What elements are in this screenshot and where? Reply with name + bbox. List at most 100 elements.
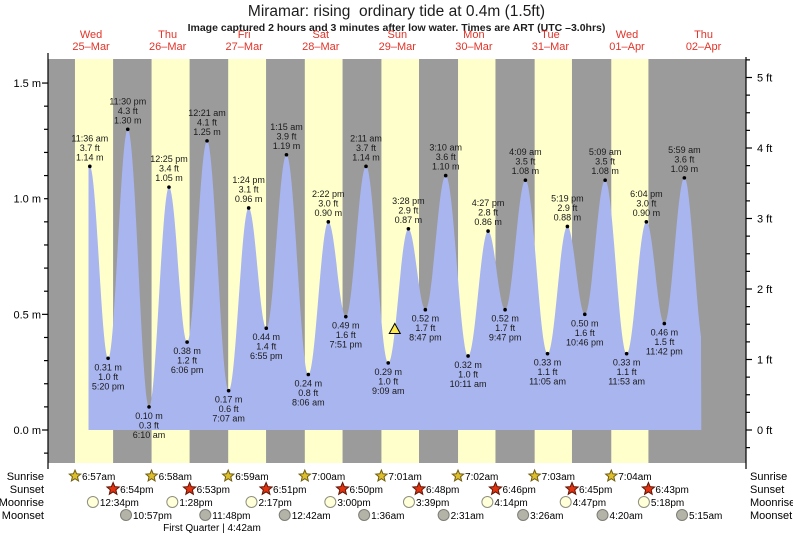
high-tide-annotation: 3.7 ft [80, 143, 101, 153]
high-tide-annotation: 1:15 am [270, 122, 303, 132]
low-tide-annotation: 0.10 m [135, 411, 163, 421]
low-tide-annotation: 1.0 ft [98, 372, 119, 382]
day-date-label: 29–Mar [379, 41, 417, 53]
tide-event-dot [486, 229, 490, 233]
astro-event-time: 3:26am [530, 511, 563, 522]
astro-event-time: 6:48pm [426, 485, 459, 496]
sunrise-star-icon [297, 468, 312, 482]
high-tide-annotation: 4.1 ft [197, 117, 218, 127]
astro-row-label-left: Sunrise [7, 471, 44, 483]
low-tide-annotation: 1.4 ft [256, 342, 277, 352]
high-tide-annotation: 4:27 pm [472, 198, 505, 208]
high-tide-annotation: 2.9 ft [398, 205, 419, 215]
right-axis-label: 0 ft [757, 425, 772, 437]
low-tide-annotation: 8:06 am [292, 397, 325, 407]
tide-event-dot [624, 351, 629, 356]
low-tide-annotation: 0.3 ft [139, 420, 160, 430]
astro-event-time: 7:04am [618, 472, 651, 483]
tide-event-dot [306, 372, 311, 377]
low-tide-annotation: 1.7 ft [415, 323, 436, 333]
high-tide-annotation: 3.0 ft [318, 198, 339, 208]
tide-event-dot [226, 388, 231, 393]
astro-event-time: 5:18pm [651, 498, 684, 509]
day-name-label: Wed [80, 29, 102, 41]
low-tide-annotation: 0.8 ft [298, 388, 319, 398]
chart-title: Miramar: rising ordinary tide at 0.4m (1… [247, 3, 546, 20]
astro-row-label-right: Sunrise [750, 471, 787, 483]
tide-event-dot [344, 314, 348, 319]
sunset-star-icon [335, 481, 350, 496]
high-tide-annotation: 3.1 ft [239, 184, 260, 194]
moonrise-icon [86, 496, 99, 508]
moonset-icon [517, 509, 530, 521]
moonset-icon [278, 509, 291, 521]
sunset-star-icon [564, 481, 580, 496]
moon-phase-note: First Quarter | 4:42am [163, 523, 261, 534]
astro-row-sunset: Sunset Sunset 6:54pm 6:53pm 6:51pm 6:50pm 6:48… [10, 481, 784, 496]
moonrise-icon [324, 496, 337, 508]
day-labels: Wed25–MarThu26–MarFri27–MarSat28–MarSun2… [72, 29, 721, 53]
low-tide-annotation: 0.52 m [491, 314, 519, 324]
day-name-label: Thu [158, 29, 177, 41]
high-tide-annotation: 11:36 am [71, 133, 108, 143]
day-name-label: Mon [463, 29, 484, 41]
tide-event-dot [205, 139, 209, 143]
tide-event-dot [582, 312, 587, 317]
astro-event-time: 2:17pm [258, 498, 291, 509]
moonrise-icon [166, 496, 179, 508]
astro-event-time: 3:00pm [337, 498, 370, 509]
low-tide-annotation: 1.7 ft [495, 323, 516, 333]
astro-event-time: 4:47pm [573, 498, 606, 509]
low-tide-annotation: 1.6 ft [575, 328, 596, 338]
low-tide-annotation: 11:05 am [529, 377, 566, 387]
right-axis-label: 4 ft [757, 143, 772, 155]
high-tide-annotation: 1.10 m [432, 162, 460, 172]
axes [42, 53, 752, 469]
high-tide-annotation: 1.30 m [114, 115, 142, 125]
high-tide-annotation: 11:30 pm [109, 96, 146, 106]
low-tide-annotation: 1.0 ft [458, 369, 479, 379]
high-tide-annotation: 0.96 m [235, 194, 263, 204]
high-tide-annotation: 1.05 m [155, 173, 183, 183]
high-tide-annotation: 0.87 m [395, 215, 423, 225]
tide-event-dot [106, 356, 110, 361]
day-date-label: 31–Mar [532, 41, 570, 53]
high-tide-annotation: 3:28 pm [392, 196, 425, 206]
tide-event-dot [326, 220, 331, 224]
high-tide-annotation: 5:09 am [589, 147, 622, 157]
low-tide-annotation: 1.0 ft [378, 376, 399, 386]
low-tide-annotation: 10:11 am [450, 379, 487, 389]
day-date-label: 25–Mar [72, 41, 110, 53]
tide-event-dot [443, 173, 448, 178]
low-tide-annotation: 0.46 m [651, 328, 679, 338]
high-tide-annotation: 3.9 ft [276, 131, 297, 141]
astro-event-time: 6:46pm [502, 485, 535, 496]
astro-row-label-right: Moonset [750, 510, 792, 522]
moonrise-icon [481, 496, 494, 508]
current-time-marker-icon [388, 322, 402, 335]
high-tide-annotation: 3.5 ft [595, 157, 616, 167]
high-tide-annotation: 2.8 ft [478, 208, 499, 218]
high-tide-annotation: 2:22 pm [312, 189, 345, 199]
high-tide-annotation: 3.0 ft [636, 198, 657, 208]
moonset-icon [596, 509, 609, 521]
astro-event-time: 1:36am [371, 511, 404, 522]
left-axis-label: 0.0 m [13, 425, 41, 437]
high-tide-annotation: 3.6 ft [674, 154, 695, 164]
astro-event-time: 6:59am [235, 472, 268, 483]
day-date-label: 01–Apr [609, 41, 645, 53]
high-tide-annotation: 2.9 ft [557, 203, 578, 213]
low-tide-annotation: 7:07 am [212, 414, 245, 424]
low-tide-annotation: 10:46 pm [566, 337, 604, 347]
astro-event-time: 2:31am [451, 511, 484, 522]
high-tide-annotation: 0.86 m [474, 217, 502, 227]
day-date-label: 30–Mar [455, 41, 493, 53]
low-tide-annotation: 5:20 pm [92, 381, 125, 391]
tide-event-dot [466, 354, 470, 358]
left-axis-label: 0.5 m [13, 309, 41, 321]
low-tide-annotation: 1.1 ft [617, 367, 638, 377]
tide-event-dot [523, 178, 528, 182]
high-tide-annotation: 5:59 am [668, 145, 701, 155]
tide-event-dot [503, 307, 507, 312]
